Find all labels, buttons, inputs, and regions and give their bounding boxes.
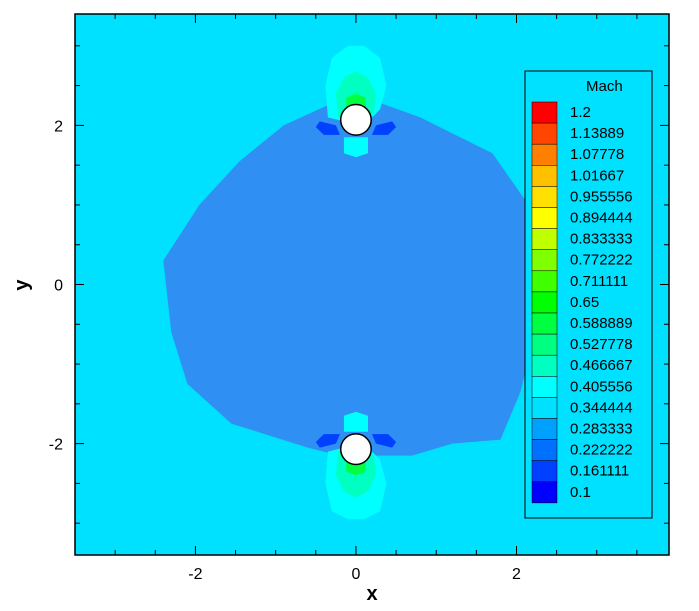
legend-swatch [531, 122, 558, 145]
region-bottom-sides-left [315, 434, 340, 448]
legend-label: 1.01667 [570, 167, 624, 184]
cylinders [339, 103, 372, 466]
legend-label: 0.1 [570, 484, 591, 501]
region-top-sides-right [372, 121, 397, 135]
region-top-sides-left [315, 121, 340, 135]
legend: Mach 1.2 1.13889 1.07778 1.01667 0.955556 0.8… [524, 70, 653, 519]
legend-swatch [531, 291, 558, 314]
legend-swatch [531, 143, 558, 166]
legend-swatch [531, 312, 558, 335]
legend-label: 0.161111 [570, 463, 629, 480]
legend-swatch [531, 376, 558, 398]
tick-labels: -2 0 2 -2 0 2 [49, 118, 521, 583]
legend-label: 1.13889 [570, 125, 624, 142]
region-central-wake [163, 101, 545, 456]
legend-swatch [531, 481, 558, 504]
legend-swatch [531, 165, 558, 187]
legend-swatch [531, 354, 558, 377]
legend-swatch [531, 186, 558, 208]
x-tick-label: 2 [512, 566, 521, 583]
legend-label: 0.283333 [570, 421, 633, 438]
legend-swatch [531, 228, 558, 250]
legend-swatch [531, 333, 558, 356]
region-bottom-overside [343, 411, 368, 432]
legend-label: 0.894444 [570, 210, 633, 227]
x-tick-label: 0 [351, 566, 360, 583]
region-top-underside [343, 137, 368, 158]
legend-swatch [531, 397, 558, 419]
legend-swatch [531, 439, 558, 461]
legend-label: 0.466667 [570, 357, 633, 374]
legend-swatch [531, 270, 558, 293]
cylinder-1 [339, 103, 372, 136]
legend-swatch [531, 207, 558, 229]
region-bottom-sides-right [372, 434, 397, 448]
legend-swatch [531, 249, 558, 272]
x-tick-label: -2 [188, 566, 202, 583]
legend-label: 0.222222 [570, 442, 633, 459]
legend-label: 0.344444 [570, 399, 633, 416]
legend-label: 0.711111 [570, 273, 628, 290]
legend-label: 0.588889 [570, 315, 633, 332]
cylinder-2 [339, 433, 372, 466]
legend-label: 1.07778 [570, 146, 624, 163]
legend-label: 0.527778 [570, 336, 633, 353]
y-tick-label: -2 [49, 437, 63, 454]
legend-label: 0.833333 [570, 231, 633, 248]
legend-label: 0.772222 [570, 252, 633, 269]
legend-label: 0.955556 [570, 188, 633, 205]
legend-label: 0.65 [570, 294, 599, 311]
axis-ticks [74, 14, 669, 555]
legend-title: Mach [586, 78, 623, 95]
x-axis-title: x [366, 583, 377, 605]
contour-regions [163, 45, 545, 520]
y-axis-title: y [11, 279, 33, 291]
legend-swatch [531, 101, 558, 124]
y-tick-label: 0 [54, 278, 63, 295]
legend-swatch [531, 460, 558, 483]
y-tick-label: 2 [54, 118, 63, 135]
legend-label: 0.405556 [570, 378, 633, 395]
legend-swatch [531, 418, 558, 440]
legend-label: 1.2 [570, 104, 591, 121]
